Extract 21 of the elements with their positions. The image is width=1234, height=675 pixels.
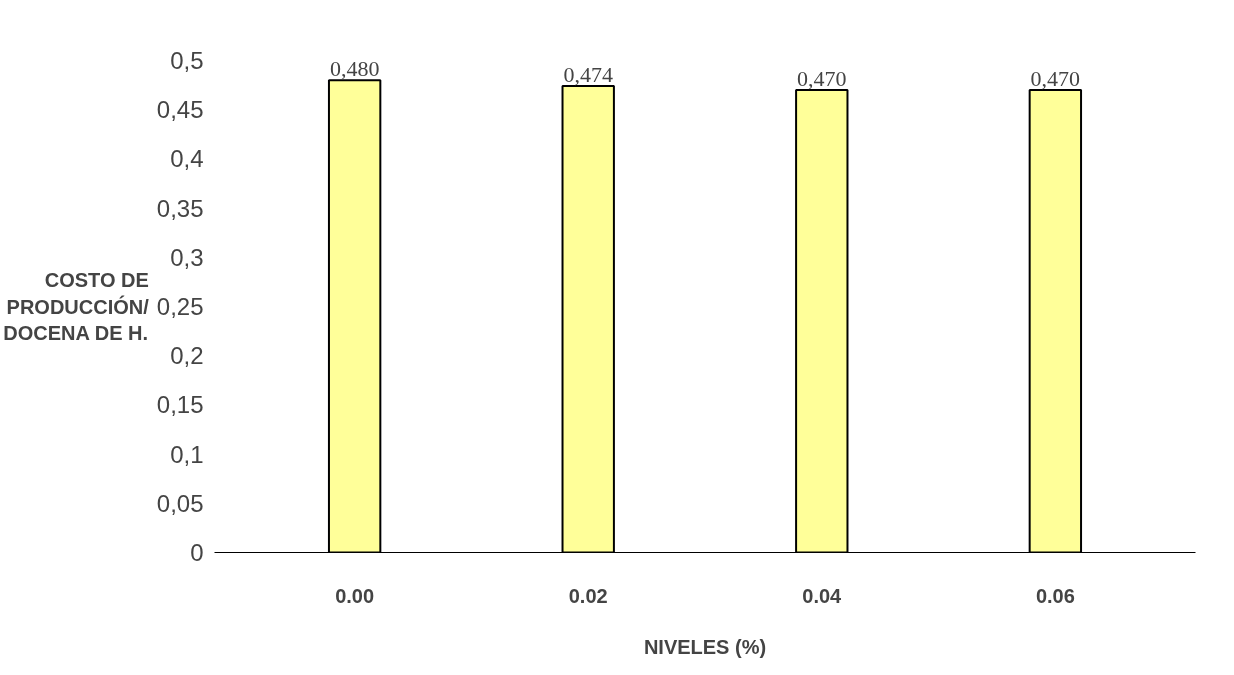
y-tick-label: 0,15	[156, 391, 204, 419]
data-label: 0,470	[797, 66, 847, 92]
data-label: 0,470	[1030, 66, 1081, 92]
y-tick-label: 0,35	[156, 194, 204, 222]
y-tick-label: 0,45	[156, 96, 204, 124]
x-tick-label: 0.00	[335, 584, 375, 607]
x-axis-title: NIVELES (%)	[643, 635, 767, 658]
y-tick-label: 0	[190, 539, 204, 566]
y-tick-label: 0,3	[170, 243, 204, 271]
y-tick-label: 0,05	[156, 489, 204, 517]
y-tick-label: 0,4	[170, 145, 204, 173]
x-tick-label: 0.04	[802, 584, 843, 607]
y-tick-label: 0,1	[170, 440, 204, 468]
y-axis-title: COSTO DE PRODUCCIÓN/ DOCENA DE H.	[3, 269, 150, 344]
x-tick-label: 0.06	[1035, 584, 1075, 607]
x-tick-label: 0.02	[568, 584, 608, 607]
data-label: 0,474	[563, 62, 613, 88]
y-tick-label: 0,2	[170, 342, 204, 370]
y-tick-label: 0,5	[170, 47, 204, 74]
y-tick-label: 0,25	[156, 293, 204, 320]
data-label: 0,480	[329, 56, 380, 82]
